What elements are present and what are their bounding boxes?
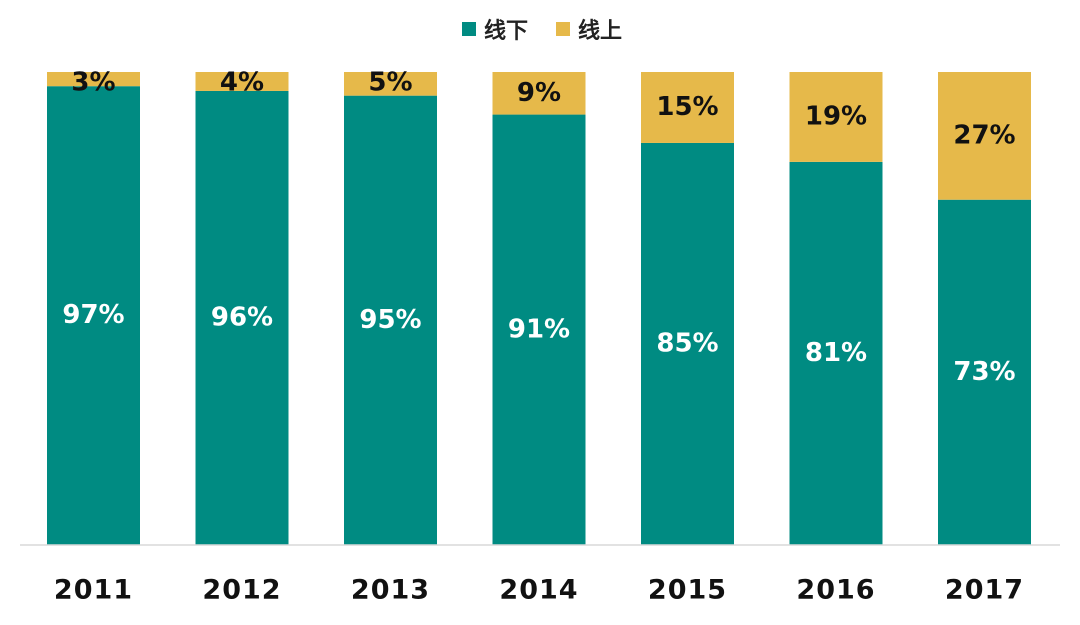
bar-offline-2016 xyxy=(789,161,883,545)
bar-offline-2012 xyxy=(195,90,289,546)
legend-swatch-offline xyxy=(462,22,476,36)
bar-online-2013 xyxy=(344,72,437,96)
bar-offline-2017 xyxy=(938,199,1031,545)
data-label-online-2014: 9% xyxy=(517,78,561,108)
data-label-offline-2012: 96% xyxy=(211,302,273,332)
data-label-online-2016: 19% xyxy=(805,101,867,131)
legend-swatch-online xyxy=(556,22,570,36)
data-label-online-2011: 3% xyxy=(71,68,115,98)
bar-online-2011 xyxy=(47,72,140,87)
x-tick-label-2016: 2016 xyxy=(796,575,875,606)
x-tick-label-2017: 2017 xyxy=(945,575,1024,606)
x-tick-label-2014: 2014 xyxy=(499,575,578,606)
data-label-offline-2011: 97% xyxy=(62,300,124,330)
bar-online-2015 xyxy=(641,72,734,143)
bar-offline-2015 xyxy=(641,142,734,545)
bar-online-2014 xyxy=(492,72,586,115)
legend-label-online: 线上 xyxy=(578,18,622,44)
data-label-online-2013: 5% xyxy=(368,68,412,98)
bar-online-2012 xyxy=(195,72,289,91)
x-tick-label-2013: 2013 xyxy=(351,575,430,606)
bar-offline-2013 xyxy=(344,95,437,546)
bar-offline-2014 xyxy=(492,114,586,545)
x-tick-label-2015: 2015 xyxy=(648,575,727,606)
x-tick-label-2011: 2011 xyxy=(54,575,133,606)
bar-offline-2011 xyxy=(47,86,140,545)
data-label-online-2012: 4% xyxy=(220,68,264,98)
data-label-offline-2014: 91% xyxy=(508,314,570,344)
data-label-online-2015: 15% xyxy=(656,92,718,122)
bar-online-2016 xyxy=(789,72,883,162)
x-tick-label-2012: 2012 xyxy=(202,575,281,606)
bar-online-2017 xyxy=(938,72,1031,200)
legend: 线下 线上 xyxy=(462,18,622,44)
data-label-online-2017: 27% xyxy=(953,120,1015,150)
data-label-offline-2015: 85% xyxy=(656,328,718,358)
x-axis-ticks: 2011 2012 2013 2014 2015 2016 2017 xyxy=(54,575,1024,606)
data-label-offline-2016: 81% xyxy=(805,338,867,368)
data-label-offline-2017: 73% xyxy=(953,357,1015,387)
legend-label-offline: 线下 xyxy=(484,18,528,44)
data-label-offline-2013: 95% xyxy=(359,305,421,335)
bars-group: 97% 3% 96% 4% 95% 5% 91% 9% 85% 15% 81% 19% 73% 27% xyxy=(47,68,1031,546)
